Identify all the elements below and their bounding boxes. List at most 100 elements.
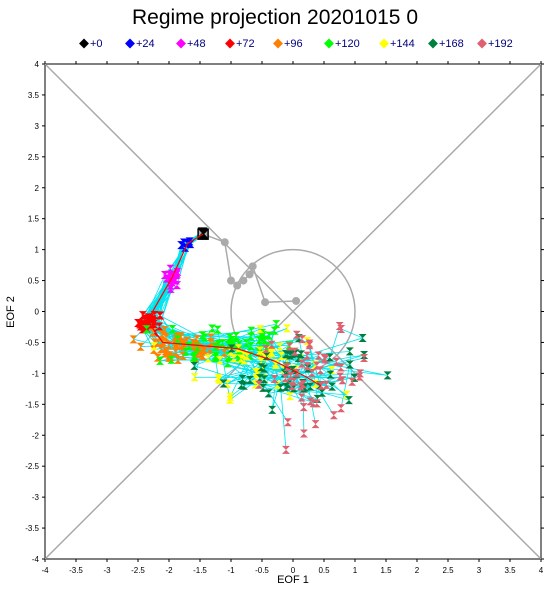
ensemble-point [358,333,367,342]
legend-label: +168 [439,38,464,50]
ensemble-point [290,347,299,356]
y-tick-label: 2.5 [28,153,40,162]
ensemble-point [255,374,264,383]
ensemble-mean-track [197,228,301,307]
y-tick-label: -1 [32,369,40,378]
ensemble-point [232,332,241,341]
ensemble-point [306,397,315,406]
ensemble-point [325,353,334,362]
mean-track-point [220,238,229,247]
ensemble-point [305,341,314,350]
ensemble-point [337,324,346,333]
ensemble-point [166,264,175,273]
ensemble-point [220,348,229,357]
x-tick-label: 3 [477,566,482,575]
ensemble-point [261,344,270,353]
ensemble-point [285,342,294,351]
ensemble-point [311,420,320,429]
ensemble-point [238,374,247,383]
mean-track-point [245,270,254,279]
legend-label: +24 [136,38,155,50]
ensemble-point [239,381,248,390]
ensemble-point [189,353,198,362]
ensemble-point [285,392,294,401]
y-tick-label: 1.5 [28,215,40,224]
ensemble-point [173,281,182,290]
y-tick-label: -2.5 [25,462,39,471]
x-tick-label: -3 [103,566,111,575]
ensemble-point [260,364,269,373]
x-tick-label: -2 [165,566,173,575]
ensemble-point [345,360,354,369]
y-tick-label: 4 [35,60,40,69]
ensemble-point [255,380,264,389]
ensemble-point [142,325,151,334]
ensemble-point [306,382,315,391]
ensemble-point [268,405,277,414]
mean-track-point [239,276,248,285]
ensemble-point [223,359,232,368]
y-tick-label: -3 [32,493,40,502]
y-tick-label: 3 [35,122,40,131]
legend-label: +72 [236,38,255,50]
mean-track-point [227,276,235,285]
legend-label: +192 [488,38,513,50]
ensemble-point [312,361,321,370]
legend-marker [125,38,135,49]
ensemble-point [155,322,164,331]
ensemble-point [299,429,308,438]
x-tick-label: -3.5 [69,566,83,575]
y-tick-label: -1.5 [25,400,39,409]
ensemble-point [259,383,268,392]
ensemble-point [296,382,305,391]
ensemble-point [200,347,209,356]
mean-track-point [292,296,301,305]
ensemble-point [283,324,292,333]
y-axis-label: EOF 2 [5,296,17,328]
mean-track-point [233,281,242,290]
control-track-line [146,233,322,387]
ensemble-point [287,382,296,391]
ensemble-point [320,353,329,362]
ensemble-point [154,338,163,347]
ensemble-point [215,356,224,365]
ensemble-point [267,347,276,356]
ensemble-point [292,330,301,339]
ensemble-point [245,376,254,385]
ensemble-point [251,380,260,389]
ensemble-point [314,351,323,360]
diagonal-line [44,63,542,560]
ensemble-point [270,374,279,383]
ensemble-point [344,396,353,405]
ensemble-point [173,335,182,344]
ensemble-point [214,375,223,384]
ensemble-point [246,342,255,351]
y-tick-label: 1 [35,246,40,255]
x-axis-label: EOF 1 [277,574,309,586]
ensemble-point [383,371,392,380]
x-tick-label: 0.5 [318,566,330,575]
ensemble-point [190,373,199,382]
ensemble-point [156,311,165,320]
ensemble-point [283,418,292,427]
ensemble-point [160,270,169,279]
legend-marker [379,38,389,49]
y-tick-label: 0.5 [28,277,40,286]
ensemble-point [225,395,234,404]
ensemble-point [299,380,308,389]
legend-marker [79,38,89,49]
ensemble-point [162,333,171,342]
ensemble-point [307,368,316,377]
legend-marker [324,38,334,49]
ensemble-point [303,362,312,371]
legend-marker [176,38,186,49]
ensemble-point [168,324,177,333]
ensemble-point [167,355,176,364]
ensemble-point [229,354,238,363]
ensemble-point [190,361,199,370]
legend-marker [273,38,283,49]
ensemble-point [219,379,228,388]
ensemble-point [239,350,248,359]
ensemble-point [336,372,345,381]
